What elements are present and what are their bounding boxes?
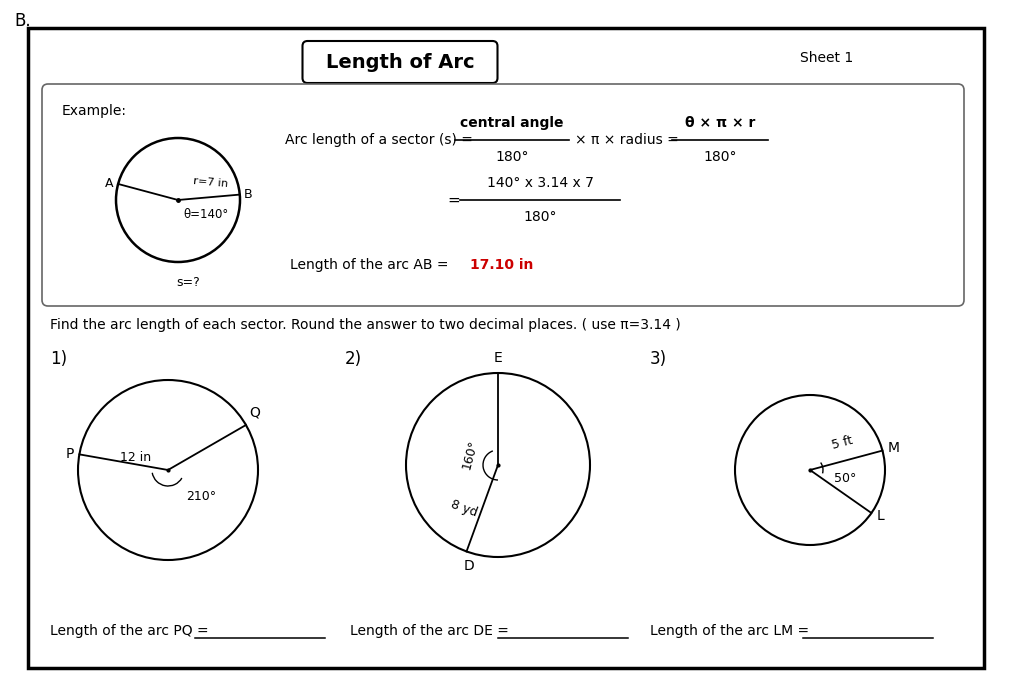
Text: B.: B. [14, 12, 30, 30]
Text: 2): 2) [345, 350, 362, 368]
Text: Example:: Example: [62, 104, 126, 118]
Text: L: L [876, 509, 884, 523]
Text: 5 ft: 5 ft [829, 434, 853, 452]
Text: D: D [463, 560, 473, 573]
Text: Q: Q [249, 406, 260, 420]
Text: θ=140°: θ=140° [183, 208, 228, 221]
FancyBboxPatch shape [28, 28, 983, 668]
Text: B: B [244, 188, 252, 201]
Text: 180°: 180° [523, 210, 556, 224]
Text: P: P [66, 447, 74, 462]
Text: Arc length of a sector (s) =: Arc length of a sector (s) = [285, 133, 472, 147]
Text: 1): 1) [50, 350, 67, 368]
Text: Find the arc length of each sector. Round the answer to two decimal places. ( us: Find the arc length of each sector. Roun… [50, 318, 680, 332]
Text: E: E [493, 351, 501, 365]
Text: 17.10 in: 17.10 in [469, 258, 533, 272]
Text: 180°: 180° [703, 150, 736, 164]
Text: r=7 in: r=7 in [193, 176, 228, 189]
Text: 140° x 3.14 x 7: 140° x 3.14 x 7 [486, 176, 592, 190]
Text: Length of Arc: Length of Arc [326, 53, 474, 72]
Text: Sheet 1: Sheet 1 [800, 51, 852, 65]
Text: θ × π × r: θ × π × r [684, 116, 754, 130]
Text: 180°: 180° [494, 150, 528, 164]
Text: A: A [104, 177, 113, 190]
Text: 50°: 50° [833, 472, 855, 485]
Text: 210°: 210° [186, 490, 216, 503]
FancyBboxPatch shape [42, 84, 963, 306]
Text: Length of the arc LM =: Length of the arc LM = [649, 624, 813, 638]
Text: 160°: 160° [459, 438, 479, 471]
Text: 8 yd: 8 yd [449, 497, 479, 519]
Text: 3): 3) [649, 350, 666, 368]
Text: × π × radius =: × π × radius = [574, 133, 678, 147]
Text: Length of the arc AB =: Length of the arc AB = [290, 258, 453, 272]
Text: central angle: central angle [460, 116, 563, 130]
Text: s=?: s=? [176, 276, 200, 289]
Text: Length of the arc PQ =: Length of the arc PQ = [50, 624, 212, 638]
FancyBboxPatch shape [302, 41, 497, 83]
Text: 12 in: 12 in [120, 451, 151, 464]
Text: =: = [447, 192, 460, 207]
Text: Length of the arc DE =: Length of the arc DE = [350, 624, 513, 638]
Text: M: M [887, 440, 899, 455]
